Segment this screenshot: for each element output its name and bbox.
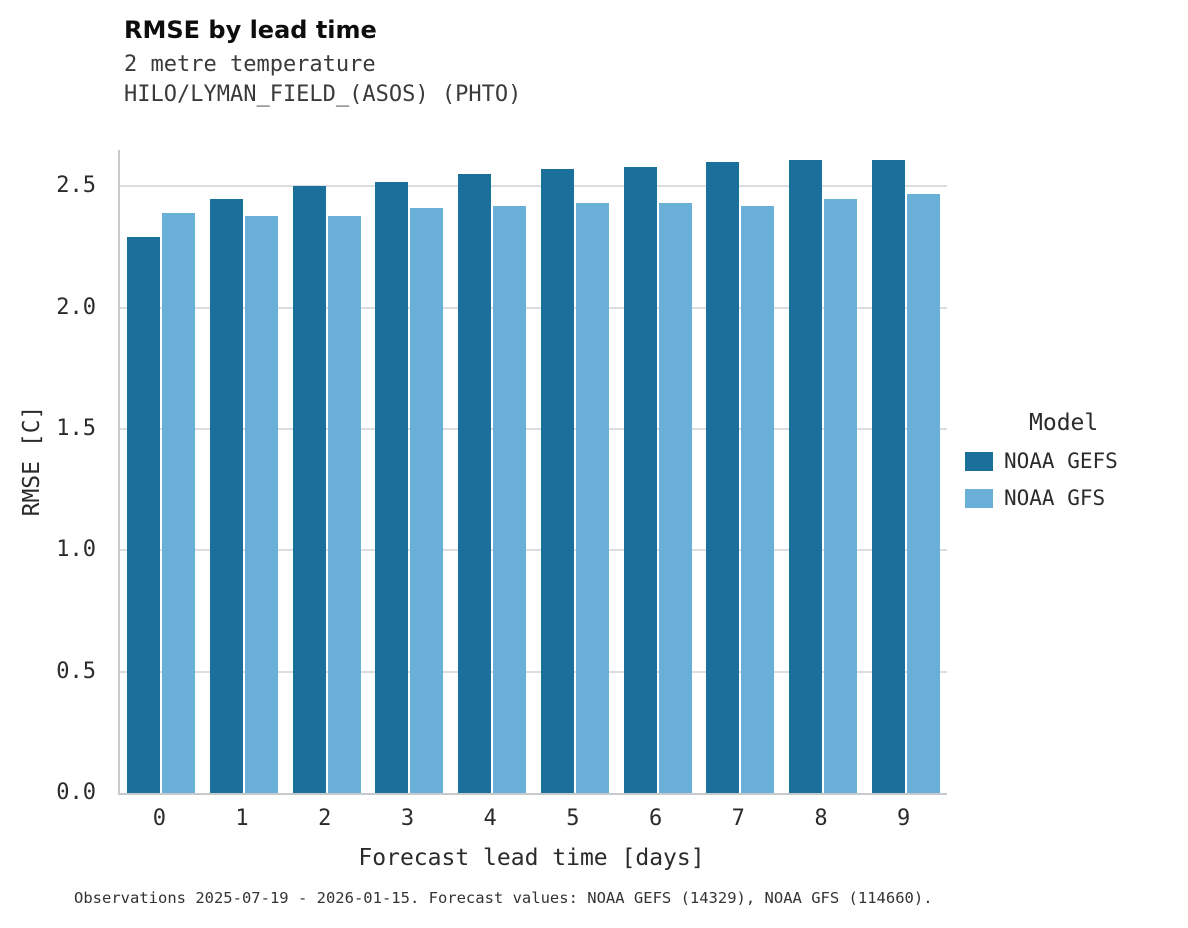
bar-group-day-7 [699, 150, 782, 793]
bar-noaa-gfs-day-3 [410, 208, 444, 793]
bar-noaa-gfs-day-2 [327, 215, 361, 793]
y-tick-0-0: 0.0 [56, 780, 96, 805]
bar-group-day-5 [534, 150, 617, 793]
chart-title: RMSE by lead time [124, 16, 377, 44]
bars-row [120, 150, 947, 793]
legend-swatch-noaa-gfs [965, 488, 993, 508]
x-tick-6: 6 [648, 806, 663, 831]
y-tick-2-0: 2.0 [56, 294, 96, 320]
x-axis-tick-labels: 0 1 2 3 4 5 6 7 8 9 [118, 806, 945, 831]
legend-label-noaa-gfs: NOAA GFS [1004, 486, 1106, 510]
bar-noaa-gefs-day-1 [210, 198, 244, 793]
bar-noaa-gfs-day-0 [162, 213, 196, 793]
bar-noaa-gfs-day-7 [741, 205, 775, 793]
plot-area [118, 150, 947, 795]
x-tick-2: 2 [318, 806, 332, 831]
bar-noaa-gfs-day-4 [493, 205, 527, 793]
bar-group-day-0 [120, 150, 203, 793]
bar-noaa-gefs-day-2 [292, 186, 326, 793]
bar-group-day-9 [864, 150, 947, 793]
bar-noaa-gfs-day-6 [658, 203, 692, 793]
bar-noaa-gefs-day-3 [375, 181, 409, 793]
legend-entry-noaa-gfs: NOAA GFS [965, 486, 1183, 510]
bar-noaa-gefs-day-4 [458, 174, 492, 793]
x-tick-1: 1 [235, 806, 249, 831]
legend-swatch-noaa-gefs [965, 451, 993, 471]
x-tick-4: 4 [483, 806, 497, 831]
x-axis-label: Forecast lead time [days] [358, 845, 705, 871]
gridline-1-0 [120, 549, 947, 552]
bar-noaa-gefs-day-7 [706, 162, 740, 793]
y-tick-1-5: 1.5 [56, 416, 96, 442]
legend-title: Model [1029, 410, 1099, 436]
bar-group-day-4 [451, 150, 534, 793]
y-axis-tick-labels: 0.0 0.5 1.0 1.5 2.0 2.5 [40, 150, 106, 805]
bar-noaa-gfs-day-9 [906, 193, 940, 793]
bar-noaa-gfs-day-8 [823, 198, 857, 793]
bar-group-day-2 [285, 150, 368, 793]
legend-entry-noaa-gefs: NOAA GEFS [965, 449, 1183, 473]
chart-subtitle-station: HILO/LYMAN_FIELD_(ASOS) (PHTO) [124, 82, 522, 107]
bar-group-day-8 [782, 150, 865, 793]
bar-noaa-gfs-day-5 [575, 203, 609, 793]
y-tick-1-0: 1.0 [56, 537, 96, 563]
y-tick-2-5: 2.5 [56, 173, 96, 199]
bar-group-day-6 [616, 150, 699, 793]
bar-noaa-gefs-day-0 [127, 237, 161, 793]
legend: Model NOAA GEFS NOAA GFS [965, 410, 1183, 510]
gridline-2-5 [120, 185, 947, 188]
footer-note: Observations 2025-07-19 - 2026-01-15. Fo… [74, 889, 933, 907]
bar-noaa-gefs-day-8 [788, 159, 822, 793]
bar-noaa-gfs-day-1 [245, 215, 279, 793]
legend-label-noaa-gefs: NOAA GEFS [1004, 449, 1118, 473]
gridline-2-0 [120, 306, 947, 309]
x-tick-7: 7 [731, 806, 745, 831]
x-tick-8: 8 [814, 806, 828, 831]
gridline-1-5 [120, 428, 947, 431]
x-tick-3: 3 [400, 806, 415, 831]
legend-entries: NOAA GEFS NOAA GFS [965, 449, 1183, 510]
bar-group-day-3 [368, 150, 451, 793]
bar-group-day-1 [203, 150, 286, 793]
chart-subtitle-variable: 2 metre temperature [124, 52, 376, 77]
x-tick-9: 9 [897, 806, 911, 831]
x-tick-0: 0 [152, 806, 166, 831]
x-tick-5: 5 [566, 806, 580, 831]
bar-noaa-gefs-day-6 [623, 167, 657, 793]
gridline-0-5 [120, 670, 947, 673]
bar-noaa-gefs-day-9 [871, 159, 905, 793]
bar-noaa-gefs-day-5 [540, 169, 574, 793]
y-tick-0-5: 0.5 [56, 658, 96, 684]
